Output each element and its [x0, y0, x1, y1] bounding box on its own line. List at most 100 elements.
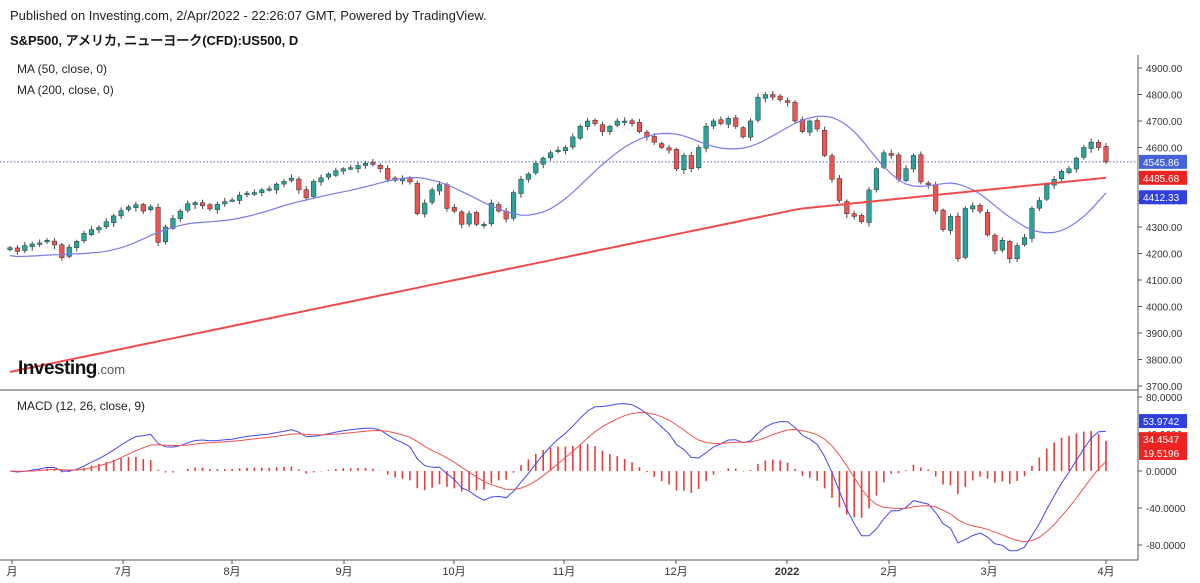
candle-up	[947, 216, 954, 231]
x-tick-label: 4月	[1097, 566, 1114, 578]
candle-up	[229, 199, 235, 202]
signal-badge: 34.4547	[1143, 435, 1180, 446]
candle-down	[659, 143, 665, 148]
candle-down	[925, 182, 931, 185]
candle-down	[1096, 141, 1102, 148]
candle-up	[1044, 184, 1050, 200]
candle-up	[1059, 171, 1065, 180]
candle-down	[385, 168, 391, 180]
candle-up	[281, 181, 287, 185]
candle-up	[1066, 168, 1072, 173]
candle-down	[296, 178, 302, 191]
y-axis: 4900.004800.004700.004600.004500.004400.…	[1138, 64, 1187, 552]
candle-down	[822, 130, 828, 156]
candle-down	[777, 95, 783, 101]
macd-tick-label: 80.0000	[1146, 393, 1183, 404]
candle-down	[407, 177, 413, 183]
candle-down	[666, 147, 672, 151]
candle-up	[970, 205, 976, 210]
candle-up	[533, 163, 539, 174]
candle-up	[866, 189, 872, 223]
candle-down	[814, 120, 820, 130]
x-tick-label: 12月	[664, 566, 687, 578]
candle-down	[592, 119, 598, 124]
candle-up	[555, 149, 561, 152]
candle-down	[51, 240, 57, 246]
candle-down	[733, 117, 739, 127]
candle-down	[155, 207, 161, 243]
candle-up	[325, 173, 331, 178]
symbol-title: S&P500, アメリカ, ニューヨーク(CFD):US500, D	[10, 33, 299, 48]
candle-up	[22, 245, 28, 251]
candle-up	[570, 136, 576, 148]
candle-down	[829, 155, 835, 180]
macd-tick-label: 0.0000	[1146, 467, 1177, 478]
candle-up	[525, 173, 531, 180]
candle-up	[873, 168, 879, 190]
candle-up	[422, 202, 428, 215]
candle-up	[37, 242, 43, 245]
macd-tick-label: -40.0000	[1146, 504, 1186, 515]
ma50-indicator-label[interactable]: MA (50, close, 0)	[17, 62, 108, 76]
candle-up	[622, 120, 628, 123]
candle-up	[488, 202, 494, 225]
macd-indicator-label[interactable]: MACD (12, 26, close, 9)	[17, 399, 146, 413]
ma50-badge: 4412.33	[1143, 193, 1180, 204]
candle-up	[251, 192, 257, 195]
candle-down	[718, 119, 724, 124]
investing-logo: Investing.com	[18, 358, 126, 379]
candle-up	[466, 213, 472, 225]
price-tick-label: 3700.00	[1146, 382, 1183, 393]
candle-down	[59, 244, 65, 258]
candle-down	[740, 127, 746, 138]
candle-up	[170, 218, 176, 229]
published-caption: Published on Investing.com, 2/Apr/2022 -…	[10, 8, 487, 23]
ma200-badge: 4485.68	[1143, 174, 1180, 185]
candle-down	[984, 212, 991, 236]
candle-down	[836, 178, 842, 201]
candle-up	[29, 243, 35, 247]
candle-up	[177, 210, 183, 220]
price-tick-label: 4800.00	[1146, 91, 1183, 102]
candle-up	[614, 120, 620, 126]
candle-down	[851, 213, 857, 217]
candle-up	[481, 224, 487, 227]
candle-up	[74, 241, 80, 248]
price-tick-label: 4700.00	[1146, 117, 1183, 128]
candle-up	[436, 184, 443, 192]
candle-down	[1007, 241, 1013, 260]
candle-up	[333, 170, 339, 176]
candle-up	[162, 226, 169, 243]
candle-up	[288, 177, 294, 181]
candle-up	[214, 203, 220, 211]
price-tick-label: 3900.00	[1146, 329, 1183, 340]
candle-up	[66, 246, 72, 257]
candle-up	[429, 189, 435, 203]
candle-up	[999, 240, 1005, 251]
candle-up	[540, 157, 546, 165]
candle-up	[1088, 141, 1094, 149]
x-tick-label: 月	[7, 566, 18, 578]
candle-down	[844, 201, 850, 214]
x-tick-label: 11月	[553, 566, 575, 578]
candle-down	[303, 189, 309, 199]
candle-down	[940, 209, 946, 230]
candle-down	[377, 165, 383, 169]
candle-up	[81, 233, 87, 242]
ma200-indicator-label[interactable]: MA (200, close, 0)	[17, 83, 114, 97]
candle-up	[125, 206, 132, 210]
candle-up	[362, 163, 369, 166]
candle-up	[747, 120, 754, 138]
candle-down	[896, 154, 902, 180]
candle-down	[199, 202, 206, 207]
x-axis: 月 7月 8月 9月 10月 11月 12月 2022 2月 3月 4月	[7, 560, 1115, 578]
candle-down	[792, 101, 798, 122]
candle-up	[903, 168, 909, 181]
candle-up	[607, 126, 613, 132]
x-tick-label: 3月	[980, 566, 997, 578]
candle-down	[636, 122, 643, 132]
candle-down	[599, 124, 605, 132]
candle-up	[222, 201, 228, 205]
candle-up	[518, 179, 524, 194]
